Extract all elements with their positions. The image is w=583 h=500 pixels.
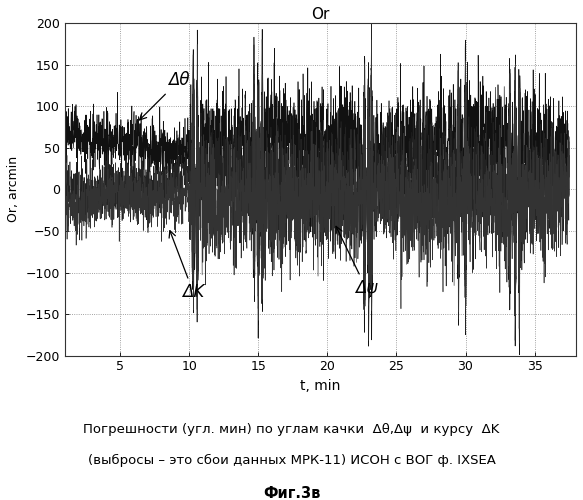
Text: Δθ: Δθ <box>139 72 190 120</box>
Title: Or: Or <box>311 7 329 22</box>
Text: Δψ: Δψ <box>336 226 377 298</box>
X-axis label: t, min: t, min <box>300 379 340 393</box>
Text: ΔK: ΔK <box>169 230 205 302</box>
Text: Фиг.3в: Фиг.3в <box>263 486 320 500</box>
Text: (выбросы – это сбои данных МРК-11) ИСОН с ВОГ ф. IXSEA: (выбросы – это сбои данных МРК-11) ИСОН … <box>87 454 496 467</box>
Y-axis label: Or, arcmin: Or, arcmin <box>7 156 20 222</box>
Text: Погрешности (угл. мин) по углам качки  Δθ,Δψ  и курсу  ΔK: Погрешности (угл. мин) по углам качки Δθ… <box>83 422 500 436</box>
